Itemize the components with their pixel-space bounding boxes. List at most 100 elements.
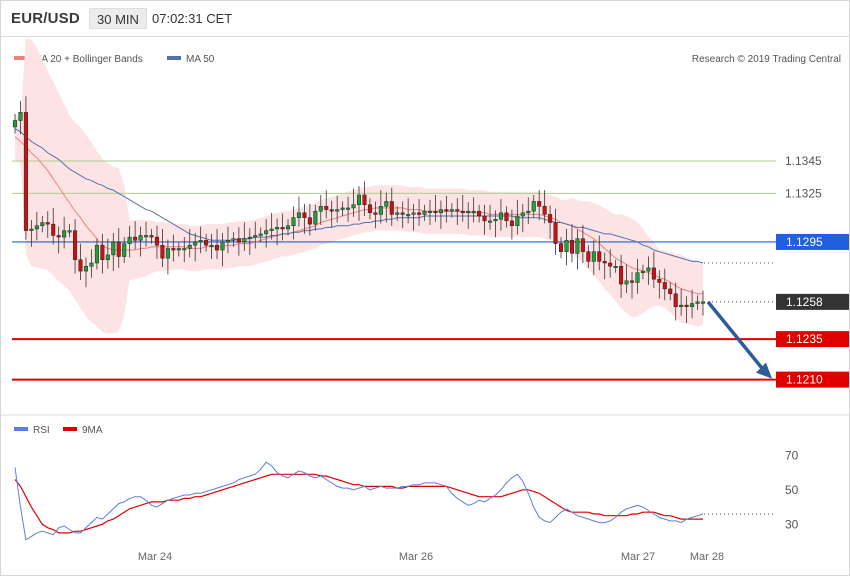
candle-up: [449, 209, 454, 212]
candle-up: [679, 304, 684, 307]
timestamp: 07:02:31 CET: [152, 11, 233, 26]
candle-up: [406, 214, 411, 217]
candle-up: [105, 254, 110, 261]
candlesticks: [12, 96, 706, 323]
ma50-legend-label: MA 50: [186, 54, 215, 65]
candle-up: [422, 210, 427, 215]
candle-up: [346, 207, 351, 210]
candle-up: [613, 265, 618, 268]
rsi-tick-70: 70: [785, 448, 799, 462]
rsi-panel: 70 50 30: [14, 448, 799, 541]
candle-up: [258, 233, 263, 236]
candle-up: [493, 219, 498, 222]
forecast-arrow-shaft: [706, 300, 766, 372]
candle-down: [657, 278, 662, 283]
resistance-label-1.1345: 1.1345: [785, 154, 822, 168]
main-legend: MA 20 + Bollinger Bands MA 50 Research ©…: [14, 54, 841, 65]
candle-down: [673, 293, 678, 307]
timeframe-badge[interactable]: 30 MIN: [89, 8, 147, 29]
candle-down: [651, 267, 656, 280]
candle-up: [466, 210, 471, 214]
candle-up: [700, 301, 706, 304]
candle-up: [384, 201, 389, 207]
candle-down: [100, 244, 105, 261]
candle-up: [138, 235, 143, 241]
candle-up: [498, 212, 503, 220]
candle-down: [171, 248, 176, 251]
candle-up: [646, 267, 651, 272]
date-label-3: Mar 28: [690, 551, 724, 563]
date-label-0: Mar 24: [138, 551, 172, 563]
candle-down: [460, 210, 465, 214]
candle-up: [285, 225, 291, 230]
candle-down: [23, 112, 28, 231]
candle-up: [624, 280, 629, 285]
candle-down: [684, 304, 689, 307]
candle-up: [253, 235, 258, 238]
candle-down: [586, 251, 591, 262]
candle-up: [340, 207, 345, 210]
candle-down: [215, 244, 220, 251]
candle-up: [640, 270, 645, 273]
support-label-box-1.1235: [776, 331, 850, 348]
candle-down: [455, 209, 460, 212]
candle-up: [526, 210, 531, 214]
candle-up: [575, 238, 580, 254]
candle-down: [324, 206, 329, 210]
candle-down: [542, 206, 547, 215]
candle-up: [198, 240, 203, 243]
candle-up: [209, 244, 214, 247]
date-label-1: Mar 26: [399, 551, 433, 563]
candle-down: [597, 251, 602, 262]
candle-up: [690, 303, 695, 307]
candle-down: [51, 223, 56, 236]
ma50-line: [14, 128, 704, 264]
currency-pair: EUR/USD: [11, 10, 80, 27]
candle-up: [411, 212, 416, 215]
candle-up: [247, 236, 252, 239]
candle-down: [548, 214, 553, 223]
candle-down: [78, 259, 83, 272]
candle-down: [662, 282, 667, 290]
candle-up: [378, 206, 383, 215]
candle-down: [329, 209, 334, 212]
candle-down: [477, 210, 482, 217]
candle-up: [395, 212, 400, 215]
current-price-label: 1.1258: [786, 295, 823, 309]
candle-up: [242, 238, 247, 243]
candle-up: [193, 241, 198, 246]
candle-down: [204, 240, 209, 246]
candle-up: [318, 206, 323, 212]
candle-down: [559, 243, 564, 252]
candle-up: [12, 120, 18, 128]
support-label-1.1235: 1.1235: [786, 332, 823, 346]
candle-up: [520, 212, 525, 217]
date-label-2: Mar 27: [621, 551, 655, 563]
current-price-box: [776, 293, 850, 310]
candle-down: [444, 209, 449, 212]
rsi-ma-line: [14, 473, 703, 534]
candle-up: [122, 243, 127, 257]
research-credit: Research © 2019 Trading Central: [692, 54, 841, 65]
candle-up: [275, 227, 280, 230]
candle-up: [34, 225, 39, 230]
level-labels: 1.1345 1.1325 1.1295 1.1258 1.1235 1.1210: [776, 154, 850, 388]
candle-up: [111, 241, 116, 256]
date-axis: Mar 24 Mar 26 Mar 27 Mar 28: [138, 551, 724, 563]
candle-down: [302, 212, 307, 218]
rsi-legend-label: RSI: [33, 425, 50, 436]
candle-down: [73, 230, 78, 261]
candle-down: [504, 212, 509, 222]
candle-up: [264, 230, 269, 235]
pivot-label: 1.1295: [786, 235, 823, 249]
candle-up: [351, 204, 356, 209]
candle-down: [400, 212, 405, 215]
candle-down: [236, 238, 241, 243]
rsi-tick-30: 30: [785, 517, 799, 531]
candle-down: [509, 220, 514, 227]
candle-up: [176, 248, 181, 251]
candle-down: [629, 280, 635, 283]
candle-up: [144, 235, 149, 238]
price-levels: [12, 160, 776, 381]
candle-up: [564, 240, 569, 252]
